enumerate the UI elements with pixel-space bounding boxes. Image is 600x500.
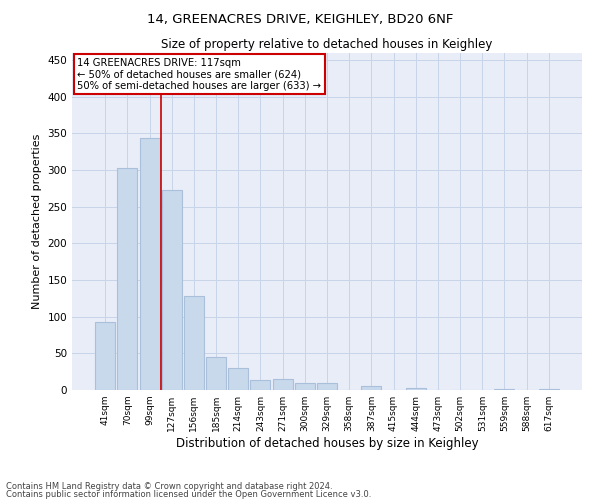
Bar — [250, 380, 271, 390]
Bar — [162, 190, 182, 390]
Bar — [95, 322, 115, 390]
Bar — [295, 382, 315, 390]
Text: 14, GREENACRES DRIVE, KEIGHLEY, BD20 6NF: 14, GREENACRES DRIVE, KEIGHLEY, BD20 6NF — [147, 12, 453, 26]
X-axis label: Distribution of detached houses by size in Keighley: Distribution of detached houses by size … — [176, 437, 478, 450]
Text: Contains HM Land Registry data © Crown copyright and database right 2024.: Contains HM Land Registry data © Crown c… — [6, 482, 332, 491]
Bar — [206, 357, 226, 390]
Bar — [317, 382, 337, 390]
Text: Contains public sector information licensed under the Open Government Licence v3: Contains public sector information licen… — [6, 490, 371, 499]
Title: Size of property relative to detached houses in Keighley: Size of property relative to detached ho… — [161, 38, 493, 52]
Bar — [118, 168, 137, 390]
Bar — [406, 388, 426, 390]
Bar — [140, 138, 160, 390]
Bar — [184, 296, 204, 390]
Text: 14 GREENACRES DRIVE: 117sqm
← 50% of detached houses are smaller (624)
50% of se: 14 GREENACRES DRIVE: 117sqm ← 50% of det… — [77, 58, 321, 91]
Bar — [361, 386, 382, 390]
Y-axis label: Number of detached properties: Number of detached properties — [32, 134, 42, 309]
Bar — [228, 368, 248, 390]
Bar — [272, 379, 293, 390]
